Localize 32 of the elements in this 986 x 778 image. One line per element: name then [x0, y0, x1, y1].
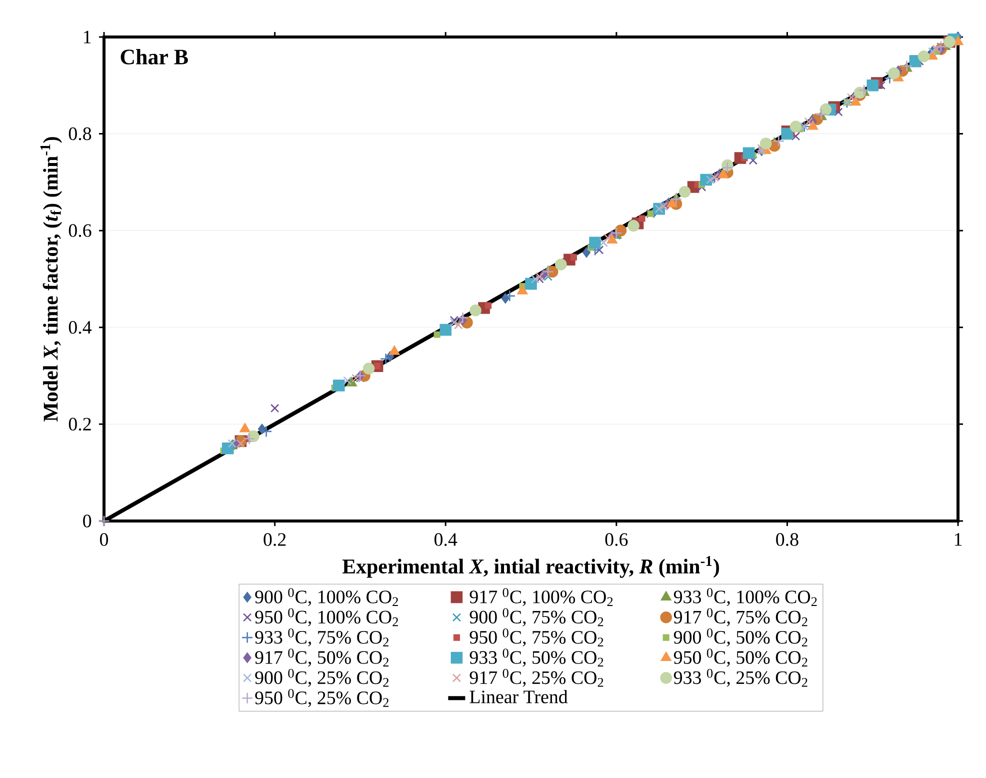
legend-label: 933 $^{0}$C, 75% CO$_{2}$ [255, 628, 388, 646]
x-axis-title: Experimental X, intial reactivity, R (min$^{-1}$) [342, 556, 719, 578]
chart-title: Char B [120, 49, 188, 64]
legend-label: 917 $^{0}$C, 25% CO$_{2}$ [470, 668, 604, 687]
y-tick-label: 0.6 [68, 224, 92, 238]
x-tick-label: 0.4 [434, 533, 458, 546]
legend-label: 933 $^{0}$C, 100% CO$_{2}$ [674, 588, 817, 606]
legend-label: 917 $^{0}$C, 100% CO$_{2}$ [470, 588, 613, 606]
x-tick-label: 0.6 [605, 533, 628, 546]
legend-label: 917 $^{0}$C, 75% CO$_{2}$ [674, 608, 808, 626]
legend-label: 900 $^{0}$C, 25% CO$_{2}$ [255, 668, 388, 687]
y-tick-label: 0.2 [68, 418, 91, 431]
legend-label: 917 $^{0}$C, 50% CO$_{2}$ [255, 648, 388, 667]
y-axis-title: Model X, time factor, (t$_{f}$) (min$^{-1}$) [40, 137, 62, 422]
x-tick-label: 0.2 [264, 533, 286, 546]
y-tick-label: 1 [84, 30, 91, 44]
x-tick-label: 0 [100, 533, 108, 546]
x-tick-label: 0.8 [776, 533, 798, 546]
legend-label: 950 $^{0}$C, 75% CO$_{2}$ [470, 628, 604, 646]
legend-label: Linear Trend [470, 690, 568, 704]
legend-label: 900 $^{0}$C, 75% CO$_{2}$ [470, 608, 604, 626]
y-tick-label: 0.4 [68, 320, 92, 334]
legend-label: 900 $^{0}$C, 100% CO$_{2}$ [255, 588, 398, 606]
legend-label: 900 $^{0}$C, 50% CO$_{2}$ [674, 628, 808, 646]
y-tick-label: 0.8 [68, 127, 92, 140]
legend-label: 950 $^{0}$C, 50% CO$_{2}$ [674, 648, 808, 667]
legend-label: 950 $^{0}$C, 100% CO$_{2}$ [255, 608, 398, 626]
legend-label: 950 $^{0}$C, 25% CO$_{2}$ [255, 689, 388, 707]
y-tick-label: 0 [83, 514, 92, 528]
legend-label: 933 $^{0}$C, 25% CO$_{2}$ [674, 668, 808, 687]
x-tick-label: 1 [954, 533, 962, 546]
legend-label: 933 $^{0}$C, 50% CO$_{2}$ [470, 648, 604, 667]
